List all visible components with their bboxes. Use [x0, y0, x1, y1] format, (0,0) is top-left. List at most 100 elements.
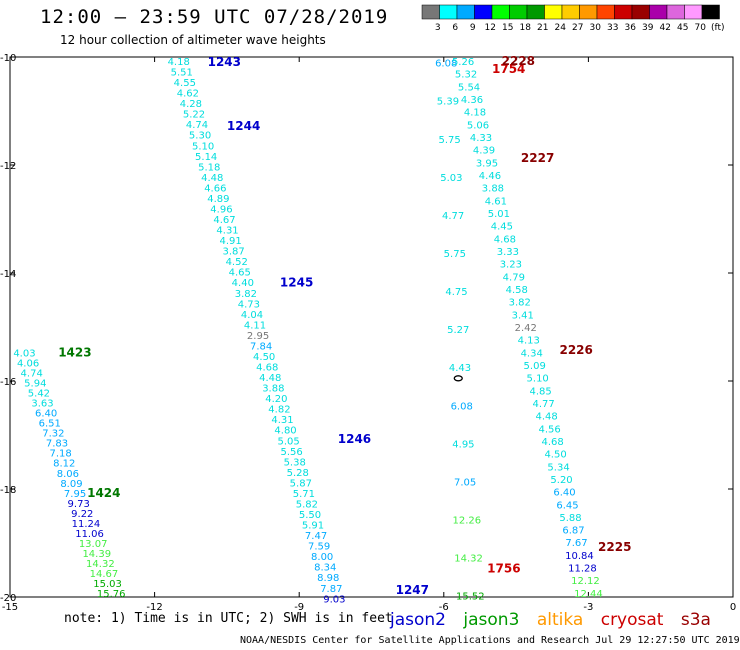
- swh-value: 5.18: [198, 162, 220, 173]
- legend-jason2: jason2: [390, 610, 446, 630]
- swh-value: 4.20: [265, 394, 287, 405]
- swh-value: 2.95: [247, 331, 269, 342]
- swh-value: 4.18: [464, 108, 486, 119]
- swh-value: 4.75: [445, 287, 467, 298]
- swh-value: 4.48: [201, 173, 223, 184]
- x-tick-label: -12: [146, 602, 162, 613]
- swh-value: 4.95: [452, 439, 474, 450]
- color-scale-tick-label: 30: [590, 23, 602, 33]
- color-scale-tick-label: 3: [435, 23, 441, 33]
- swh-value: 5.34: [547, 462, 569, 473]
- y-tick-label: -12: [0, 161, 16, 172]
- swh-value: 5.87: [290, 478, 312, 489]
- pass-number-label: 1754: [492, 62, 525, 76]
- swh-value: 5.28: [287, 468, 309, 479]
- swh-value: 14.67: [90, 569, 119, 580]
- swh-value: 4.68: [541, 437, 563, 448]
- swh-value: 4.82: [268, 405, 290, 416]
- legend-jason3: jason3: [463, 610, 520, 630]
- swh-value: 7.59: [308, 542, 330, 553]
- swh-value: 5.54: [458, 82, 480, 93]
- swh-value: 3.82: [235, 289, 257, 300]
- color-scale-tick-label: 6: [452, 23, 458, 33]
- swh-value: 9.22: [71, 509, 93, 520]
- swh-value: 4.45: [491, 222, 513, 233]
- swh-value: 4.56: [538, 424, 560, 435]
- swh-value: 4.74: [186, 120, 208, 131]
- color-scale-swatch: [579, 4, 598, 20]
- swh-value: 4.85: [530, 386, 552, 397]
- swh-value: 4.46: [479, 171, 501, 182]
- swh-value: 15.52: [456, 592, 485, 603]
- swh-value: 8.00: [311, 552, 333, 563]
- swh-value: 7.84: [250, 341, 272, 352]
- color-scale-tick-label: 15: [502, 23, 513, 33]
- color-scale-tick-label: 12: [485, 23, 496, 33]
- color-scale-swatch: [684, 4, 703, 20]
- swh-value: 4.58: [506, 285, 528, 296]
- swh-value: 5.30: [189, 131, 211, 142]
- swh-value: 3.88: [482, 184, 504, 195]
- swh-value: 8.06: [57, 469, 79, 480]
- swh-value: 14.32: [86, 559, 115, 570]
- swh-value: 5.22: [183, 110, 205, 121]
- swh-value: 4.11: [244, 320, 266, 331]
- swh-value: 5.50: [299, 510, 321, 521]
- y-tick-label: -16: [0, 377, 16, 388]
- swh-value: 8.12: [53, 459, 75, 470]
- pass-number-label: 2227: [521, 151, 554, 165]
- swh-value: 7.67: [565, 538, 587, 549]
- color-scale-swatch: [701, 4, 720, 20]
- swh-value: 6.51: [39, 419, 61, 430]
- swh-value: 10.84: [565, 551, 594, 562]
- pass-number-label: 2225: [598, 540, 631, 554]
- color-scale-swatch: [474, 4, 493, 20]
- swh-value: 5.09: [524, 361, 546, 372]
- color-scale-tick-label: 39: [642, 23, 654, 33]
- x-tick-label: -15: [2, 602, 18, 613]
- swh-value: 4.31: [271, 415, 293, 426]
- swh-value: 5.39: [437, 97, 459, 108]
- color-scale-swatch: [614, 4, 633, 20]
- y-tick-label: -14: [0, 269, 16, 280]
- swh-value: 5.38: [284, 457, 306, 468]
- pass-number-label: 1243: [208, 55, 241, 69]
- swh-value: 11.28: [568, 564, 597, 575]
- swh-value: 4.77: [442, 211, 464, 222]
- swh-value: 4.39: [473, 146, 495, 157]
- swh-value: 4.66: [204, 183, 226, 194]
- swh-value: 11.06: [75, 529, 104, 540]
- map-subtitle: 12 hour collection of altimeter wave hei…: [60, 33, 326, 47]
- swh-value: 12.26: [453, 515, 482, 526]
- swh-value: 4.89: [207, 194, 229, 205]
- swh-value: 6.45: [556, 500, 578, 511]
- swh-value: 5.71: [293, 489, 315, 500]
- swh-value: 5.20: [550, 475, 572, 486]
- pass-number-label: 1247: [396, 583, 429, 597]
- swh-value: 4.67: [213, 215, 235, 226]
- swh-value: 4.13: [518, 336, 540, 347]
- y-tick-label: -18: [0, 485, 16, 496]
- color-scale-tick-label: 18: [520, 23, 532, 33]
- swh-value: 3.33: [497, 247, 519, 258]
- swh-value: 5.01: [488, 209, 510, 220]
- swh-value: 8.09: [60, 479, 82, 490]
- swh-value: 7.83: [46, 439, 68, 450]
- satellite-legend: jason2 jason3 altika cryosat s3a: [390, 610, 723, 630]
- swh-value: 14.32: [454, 554, 483, 565]
- swh-value: 4.18: [168, 57, 190, 68]
- swh-value: 5.32: [455, 70, 477, 81]
- swh-value: 4.91: [219, 236, 241, 247]
- color-scale-swatch: [666, 4, 685, 20]
- swh-value: 4.33: [470, 133, 492, 144]
- color-scale-swatch: [456, 4, 475, 20]
- color-scale-swatch: [596, 4, 615, 20]
- x-tick-label: -3: [583, 602, 593, 613]
- swh-value: 5.14: [195, 152, 217, 163]
- x-tick-label: 0: [730, 602, 736, 613]
- color-scale-tick-label: (ft): [711, 23, 725, 33]
- island-outline: [453, 375, 463, 382]
- color-scale-swatch: [649, 4, 668, 20]
- swh-value: 3.95: [476, 158, 498, 169]
